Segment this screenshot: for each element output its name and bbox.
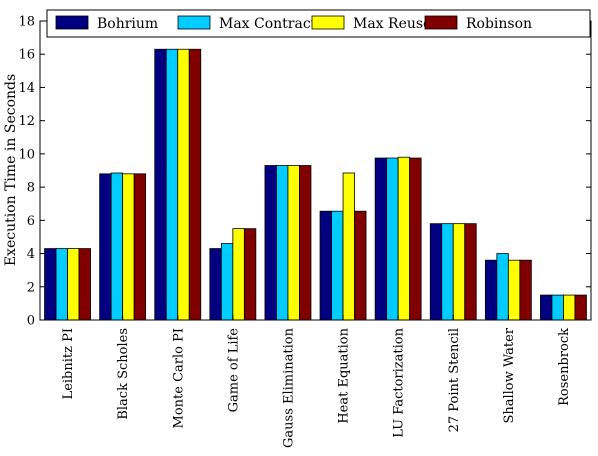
bar-max-reuse-6 (397, 156, 411, 321)
bar-max-contract-6 (386, 157, 399, 321)
bar-bohrium-0 (44, 248, 57, 321)
x-category-label: Heat Equation (337, 327, 352, 423)
bar-bohrium-9 (540, 294, 553, 321)
y-tick-label: 6 (27, 214, 35, 229)
bar-robinson-8 (519, 259, 532, 321)
bar-max-reuse-5 (342, 172, 355, 321)
bar-bohrium-5 (319, 210, 332, 321)
bar-max-reuse-9 (563, 294, 576, 321)
legend-label: Bohrium (97, 16, 158, 32)
bar-max-contract-7 (441, 223, 454, 321)
bar-robinson-7 (464, 223, 477, 321)
bar-max-contract-3 (220, 243, 234, 321)
y-tick-label: 0 (27, 314, 35, 329)
bar-max-contract-8 (496, 253, 509, 321)
legend-swatch-max-reuse (311, 15, 345, 30)
legend-label: Max Reuse (353, 16, 431, 32)
bar-max-contract-0 (55, 248, 68, 321)
x-category-label: Rosenbrock (557, 328, 572, 406)
bar-bohrium-2 (154, 48, 167, 321)
x-category-label: LU Factorization (392, 327, 407, 437)
bar-max-reuse-0 (67, 248, 80, 321)
bar-robinson-1 (133, 173, 147, 321)
x-category-label: Leibnitz PI (61, 328, 76, 399)
bar-max-reuse-8 (507, 259, 521, 321)
bar-robinson-5 (354, 210, 367, 321)
bar-max-contract-9 (551, 294, 564, 321)
legend: Bohrium Max Contract Max Reuse Robinson (46, 9, 591, 38)
y-axis-title: Execution Time in Seconds (3, 74, 19, 266)
bar-max-contract-1 (110, 172, 124, 321)
bar-robinson-6 (409, 157, 422, 321)
bar-max-reuse-1 (122, 173, 135, 321)
legend-label: Robinson (466, 16, 532, 32)
bar-max-contract-4 (276, 165, 289, 321)
legend-label: Max Contract (219, 16, 317, 32)
y-tick-label: 14 (18, 81, 35, 96)
legend-swatch-robinson (424, 15, 458, 30)
bars-group (44, 48, 587, 321)
bar-max-reuse-4 (287, 165, 300, 321)
y-tick-label: 10 (18, 147, 35, 162)
x-category-label: 27 Point Stencil (447, 328, 462, 432)
bar-max-reuse-2 (177, 48, 190, 321)
bar-max-contract-5 (331, 210, 344, 321)
x-category-label: Gauss Elimination (281, 327, 296, 448)
bar-bohrium-4 (264, 165, 277, 321)
bar-bohrium-1 (99, 173, 112, 321)
bar-robinson-4 (299, 165, 312, 321)
bar-max-contract-2 (165, 48, 179, 321)
x-category-label: Black Scholes (116, 328, 131, 420)
y-tick-label: 12 (18, 114, 35, 129)
bar-robinson-3 (243, 228, 257, 321)
y-tick-label: 16 (18, 48, 35, 63)
x-category-label: Monte Carlo PI (171, 328, 186, 428)
bar-bohrium-8 (484, 259, 498, 321)
x-axis: Leibnitz PI Black Scholes Monte Carlo PI Ga… (61, 21, 572, 448)
x-category-label: Game of Life (226, 328, 241, 413)
legend-swatch-max-contract (177, 15, 211, 30)
y-tick-label: 18 (18, 15, 35, 30)
bar-robinson-2 (188, 48, 202, 321)
bar-bohrium-6 (374, 157, 388, 321)
bar-bohrium-3 (209, 248, 222, 321)
bar-max-reuse-3 (232, 228, 245, 321)
legend-swatch-bohrium (55, 15, 89, 30)
bar-bohrium-7 (429, 223, 443, 321)
y-axis: 0 2 4 6 8 10 12 14 16 18 (18, 15, 591, 329)
bar-robinson-9 (574, 294, 587, 321)
y-tick-label: 8 (27, 181, 35, 196)
bar-robinson-0 (78, 248, 91, 321)
x-category-label: Shallow Water (502, 327, 517, 423)
bar-max-reuse-7 (452, 223, 466, 321)
y-tick-label: 2 (27, 280, 35, 295)
y-tick-label: 4 (27, 247, 35, 262)
